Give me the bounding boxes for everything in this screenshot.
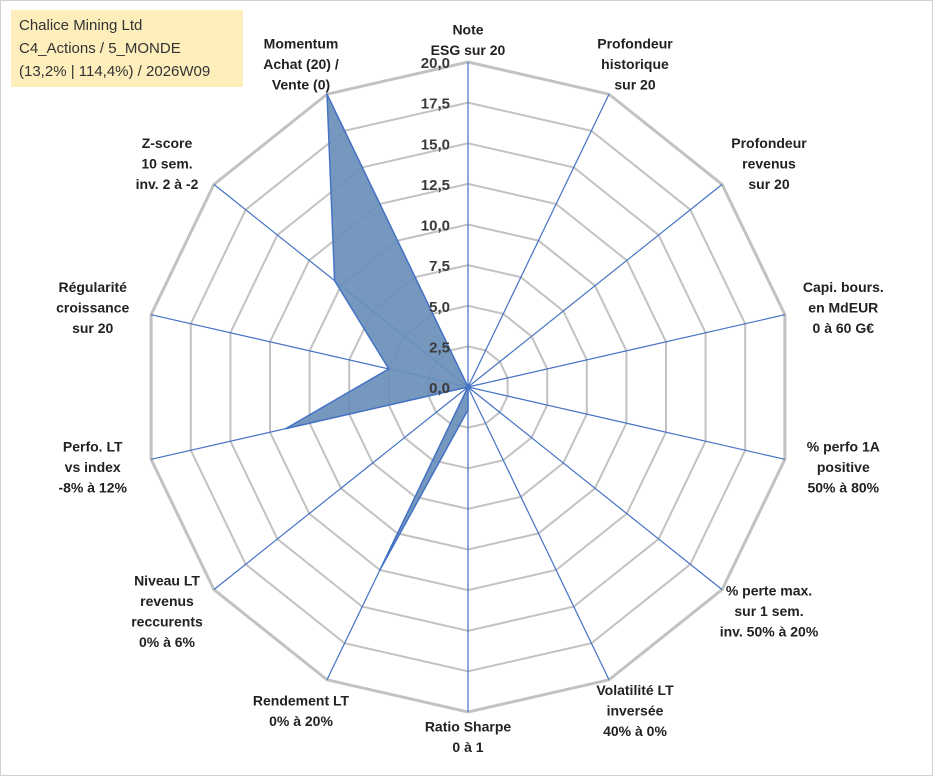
axis-label-4: Capi. bours. en MdEUR 0 à 60 G€ <box>803 279 884 336</box>
axis-label-1-line-2: ESG sur 20 <box>431 42 506 58</box>
axis-label-12-line-3: sur 20 <box>72 320 113 336</box>
data-point-13 <box>333 279 336 282</box>
axis-label-6-line-3: inv. 50% à 20% <box>720 624 819 640</box>
axis-label-4-line-2: en MdEUR <box>808 299 878 315</box>
axis-label-3-line-1: Profondeur <box>731 135 807 151</box>
info-category: C4_Actions / 5_MONDE <box>19 40 181 57</box>
spoke-10 <box>213 386 469 591</box>
axis-label-13-line-2: 10 sem. <box>141 155 192 171</box>
axis-label-4-line-1: Capi. bours. <box>803 279 884 295</box>
axis-label-14-line-2: Achat (20) / <box>263 56 339 72</box>
data-point-14 <box>326 93 328 95</box>
axis-label-10-line-2: revenus <box>140 593 194 609</box>
axis-label-13: Z-score 10 sem. inv. 2 à -2 <box>136 135 199 192</box>
axis-label-9: Rendement LT 0% à 20% <box>253 692 350 729</box>
axis-label-7: Volatilité LT inversée 40% à 0% <box>596 682 674 739</box>
tick-label-6: 15,0 <box>421 136 450 153</box>
axis-label-5-line-1: % perfo 1A <box>807 439 880 455</box>
spoke-5 <box>467 386 786 460</box>
axis-label-9-line-2: 0% à 20% <box>269 713 333 729</box>
axis-label-1: Note ESG sur 20 <box>431 22 506 59</box>
spoke-3 <box>467 183 723 388</box>
axis-label-5-line-2: positive <box>817 459 870 475</box>
data-point-9 <box>379 569 381 571</box>
tick-label-2: 5,0 <box>429 299 450 316</box>
axis-label-10: Niveau LT revenus reccurents 0% à 6% <box>131 572 203 650</box>
axis-label-6: % perte max. sur 1 sem. inv. 50% à 20% <box>720 583 819 640</box>
tick-label-0: 0,0 <box>429 380 450 397</box>
axis-label-13-line-1: Z-score <box>142 135 193 151</box>
axis-label-7-line-1: Volatilité LT <box>596 682 674 698</box>
tick-layer: 0,0 2,5 5,0 7,5 10,0 12,5 15,0 17,5 20,0 <box>421 55 450 397</box>
series-polygon <box>285 93 470 571</box>
axis-label-7-line-2: inversée <box>607 703 664 719</box>
spoke-6 <box>467 386 723 591</box>
tick-label-3: 7,5 <box>429 258 450 275</box>
axis-label-12-line-2: croissance <box>56 299 129 315</box>
axis-label-14-line-3: Vente (0) <box>272 76 330 92</box>
axis-label-6-line-1: % perte max. <box>726 583 812 599</box>
tick-label-8: 20,0 <box>421 55 450 72</box>
tick-label-7: 17,5 <box>421 96 450 113</box>
axis-label-13-line-3: inv. 2 à -2 <box>136 176 199 192</box>
axis-label-8-line-2: 0 à 1 <box>452 739 483 755</box>
axis-label-8: Ratio Sharpe 0 à 1 <box>425 719 512 756</box>
axis-label-1-line-1: Note <box>452 22 483 38</box>
axis-label-6-line-2: sur 1 sem. <box>734 603 803 619</box>
axis-label-14-line-1: Momentum <box>264 35 339 51</box>
axis-label-14: Momentum Achat (20) / Vente (0) <box>263 35 339 92</box>
axis-label-10-line-1: Niveau LT <box>134 572 200 588</box>
axis-label-10-line-3: reccurents <box>131 613 203 629</box>
info-box: Chalice Mining Ltd C4_Actions / 5_MONDE … <box>11 10 243 87</box>
series-layer <box>285 93 470 571</box>
axis-label-7-line-3: 40% à 0% <box>603 723 667 739</box>
axis-label-12: Régularité croissance sur 20 <box>56 279 129 336</box>
axis-label-2-line-2: historique <box>601 56 669 72</box>
tick-label-4: 10,0 <box>421 218 450 235</box>
axis-label-11: Perfo. LT vs index -8% à 12% <box>58 439 127 496</box>
axis-label-3-line-3: sur 20 <box>748 176 789 192</box>
axis-label-8-line-1: Ratio Sharpe <box>425 719 512 735</box>
axis-label-11-line-3: -8% à 12% <box>58 480 127 496</box>
label-layer: Note ESG sur 20 Profondeur historique sur 20… <box>56 22 884 756</box>
tick-label-5: 12,5 <box>421 177 450 194</box>
axis-label-2: Profondeur historique sur 20 <box>597 35 673 92</box>
axis-label-12-line-1: Régularité <box>58 279 127 295</box>
axis-label-3-line-2: revenus <box>742 155 796 171</box>
axis-label-4-line-3: 0 à 60 G€ <box>813 320 875 336</box>
axis-label-2-line-3: sur 20 <box>614 76 655 92</box>
spoke-2 <box>467 93 610 388</box>
data-point-8 <box>467 409 469 411</box>
spoke-7 <box>467 386 610 681</box>
spoke-4 <box>467 314 786 388</box>
info-company-name: Chalice Mining Ltd <box>19 17 143 34</box>
tick-label-1: 2,5 <box>429 339 450 356</box>
axis-label-10-line-4: 0% à 6% <box>139 634 196 650</box>
axis-label-5-line-3: 50% à 80% <box>807 480 879 496</box>
axis-label-9-line-1: Rendement LT <box>253 692 350 708</box>
data-point-11 <box>285 427 287 430</box>
info-stats: (13,2% | 114,4%) / 2026W09 <box>19 63 211 80</box>
axis-label-11-line-1: Perfo. LT <box>63 439 123 455</box>
axis-label-2-line-1: Profondeur <box>597 35 673 51</box>
axis-label-3: Profondeur revenus sur 20 <box>731 135 807 192</box>
data-point-10 <box>467 386 469 388</box>
data-point-12 <box>388 368 390 370</box>
axis-label-5: % perfo 1A positive 50% à 80% <box>807 439 880 496</box>
axis-label-11-line-2: vs index <box>65 459 121 475</box>
